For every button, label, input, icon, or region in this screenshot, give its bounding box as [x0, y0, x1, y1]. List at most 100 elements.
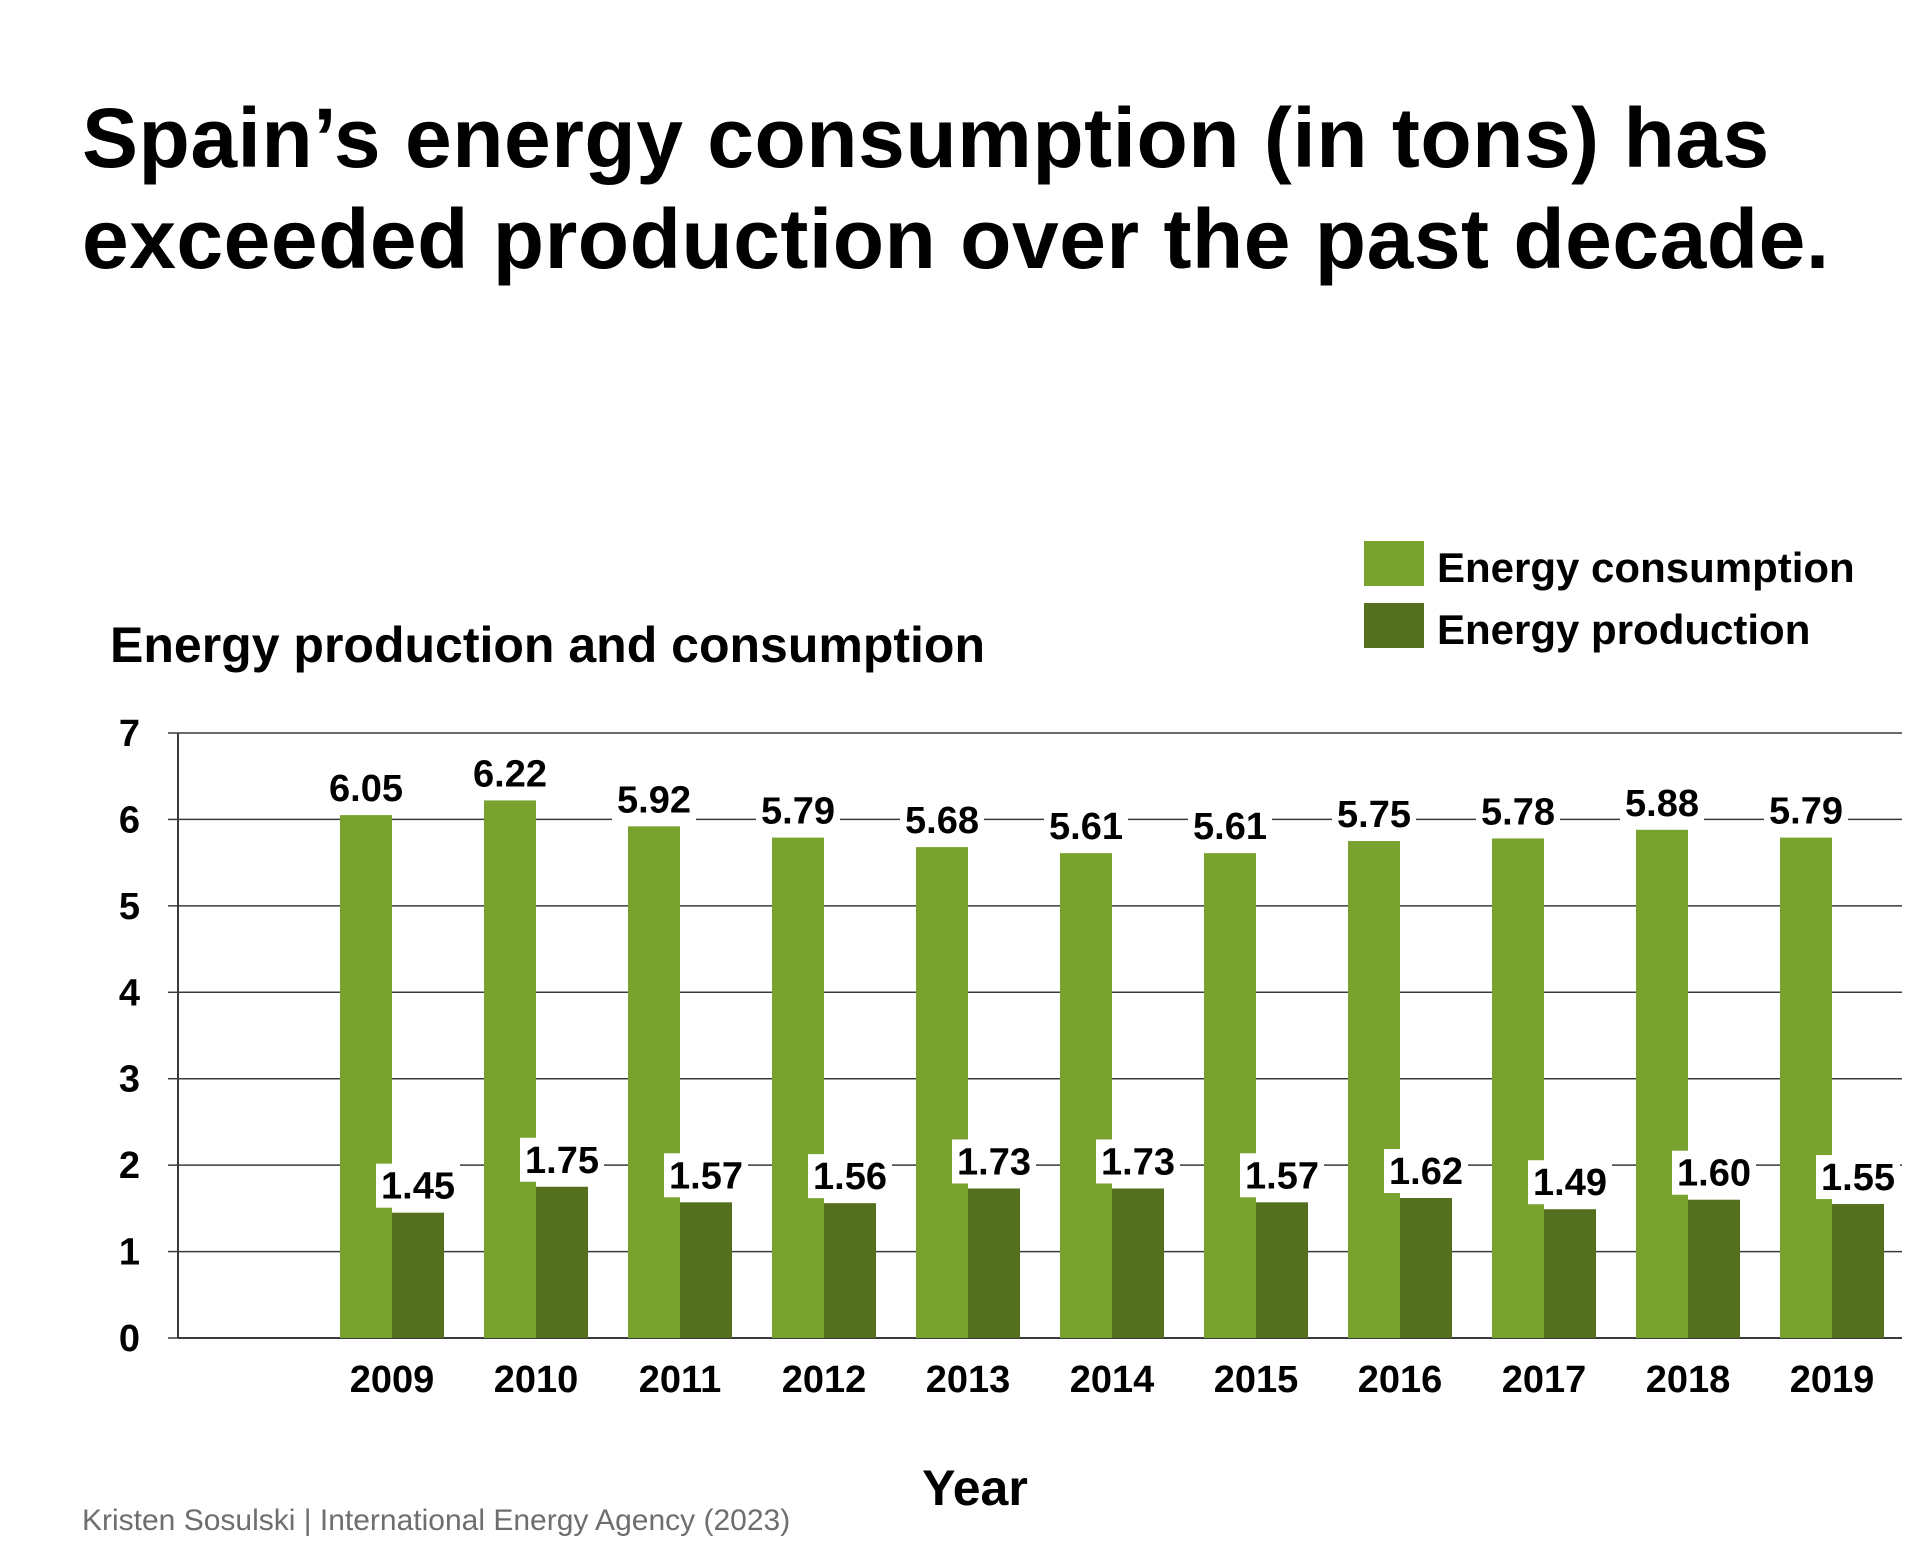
headline-line-1: Spain’s energy consumption (in tons) has — [82, 91, 1770, 185]
data-label-consumption-2013: 5.68 — [905, 800, 979, 842]
data-label-consumption-2018: 5.88 — [1625, 783, 1699, 825]
bar-consumption-2010 — [484, 800, 536, 1338]
data-label-production-2017: 1.49 — [1533, 1162, 1607, 1204]
data-label-consumption-2012: 5.79 — [761, 791, 835, 833]
data-label-bg — [520, 1137, 604, 1182]
bar-consumption-2015 — [1204, 853, 1256, 1338]
x-tick-label-2016: 2016 — [1358, 1359, 1443, 1401]
bar-consumption-2017 — [1492, 838, 1544, 1338]
bar-production-2018 — [1688, 1199, 1740, 1338]
bar-consumption-2019 — [1780, 837, 1832, 1338]
data-label-production-2014: 1.73 — [1101, 1141, 1175, 1183]
y-tick-label: 3 — [119, 1059, 140, 1101]
data-label-bg — [1188, 804, 1272, 849]
bar-production-2012 — [824, 1203, 876, 1338]
legend-swatch-production — [1364, 603, 1424, 648]
y-tick-label: 0 — [119, 1318, 140, 1360]
data-label-consumption-2017: 5.78 — [1481, 791, 1555, 833]
data-label-consumption-2010: 6.22 — [473, 753, 547, 795]
x-tick-label-2019: 2019 — [1790, 1359, 1875, 1401]
bar-production-2019 — [1832, 1204, 1884, 1338]
data-label-bg — [1096, 1139, 1180, 1184]
bar-consumption-2016 — [1348, 841, 1400, 1338]
data-label-production-2009: 1.45 — [381, 1166, 455, 1208]
data-label-bg — [1620, 780, 1704, 825]
data-label-production-2010: 1.75 — [525, 1140, 599, 1182]
x-tick-label-2012: 2012 — [782, 1359, 867, 1401]
x-tick-label-2011: 2011 — [639, 1359, 721, 1401]
y-tick-label: 2 — [119, 1145, 140, 1187]
data-label-production-2011: 1.57 — [669, 1155, 743, 1197]
x-tick-label-2010: 2010 — [494, 1359, 579, 1401]
data-label-bg — [756, 788, 840, 833]
y-tick-label: 1 — [119, 1232, 140, 1274]
bars — [340, 800, 1884, 1338]
data-label-consumption-2015: 5.61 — [1193, 806, 1267, 848]
legend: Energy consumption Energy production — [1364, 541, 1855, 653]
x-tick-label-2013: 2013 — [926, 1359, 1011, 1401]
bar-production-2017 — [1544, 1209, 1596, 1338]
y-tick-label: 5 — [119, 886, 140, 928]
bar-production-2014 — [1112, 1188, 1164, 1338]
data-label-production-2013: 1.73 — [957, 1141, 1031, 1183]
x-axis-title: Year — [922, 1460, 1028, 1516]
bar-consumption-2011 — [628, 826, 680, 1338]
y-tick-label: 4 — [119, 972, 140, 1014]
data-labels: 6.05 1.45 6.22 1.75 5.92 1.57 5.79 1.56 5.68 1.73… — [324, 751, 1900, 1208]
data-label-production-2015: 1.57 — [1245, 1155, 1319, 1197]
bar-consumption-2018 — [1636, 829, 1688, 1338]
data-label-bg — [1528, 1160, 1612, 1205]
x-tick-label-2014: 2014 — [1070, 1359, 1155, 1401]
legend-label-consumption: Energy consumption — [1437, 544, 1855, 591]
data-label-bg — [1384, 1148, 1468, 1193]
data-label-production-2019: 1.55 — [1821, 1157, 1895, 1199]
bar-consumption-2013 — [916, 847, 968, 1338]
x-tick-label-2009: 2009 — [350, 1359, 435, 1401]
bar-production-2009 — [392, 1212, 444, 1338]
x-tick-label-2018: 2018 — [1646, 1359, 1731, 1401]
data-label-bg — [1240, 1153, 1324, 1198]
bar-production-2010 — [536, 1186, 588, 1338]
data-label-bg — [376, 1163, 460, 1208]
data-label-consumption-2009: 6.05 — [329, 768, 403, 810]
bar-production-2016 — [1400, 1197, 1452, 1338]
data-label-bg — [1044, 804, 1128, 849]
data-label-production-2018: 1.60 — [1677, 1153, 1751, 1195]
headline: Spain’s energy consumption (in tons) has… — [82, 88, 1882, 290]
y-tick-label: 6 — [119, 799, 140, 841]
gridlines — [178, 732, 1902, 1253]
data-label-bg — [664, 1153, 748, 1198]
data-label-bg — [952, 1139, 1036, 1184]
data-label-bg — [1672, 1150, 1756, 1195]
data-label-bg — [324, 766, 408, 811]
data-label-bg — [808, 1154, 892, 1199]
data-label-bg — [612, 777, 696, 822]
data-label-bg — [468, 751, 552, 796]
data-label-consumption-2019: 5.79 — [1769, 791, 1843, 833]
data-label-consumption-2011: 5.92 — [617, 779, 691, 821]
data-label-consumption-2016: 5.75 — [1337, 794, 1411, 836]
data-label-consumption-2014: 5.61 — [1049, 806, 1123, 848]
data-label-bg — [900, 798, 984, 843]
x-tick-label-2017: 2017 — [1502, 1359, 1587, 1401]
data-label-production-2012: 1.56 — [813, 1156, 887, 1198]
bar-consumption-2012 — [772, 837, 824, 1338]
headline-line-2: exceeded production over the past decade… — [82, 192, 1830, 286]
data-label-bg — [1816, 1155, 1900, 1200]
source-note: Kristen Sosulski | International Energy … — [82, 1504, 791, 1537]
data-label-production-2016: 1.62 — [1389, 1151, 1463, 1193]
data-label-bg — [1476, 789, 1560, 834]
data-label-bg — [1332, 792, 1416, 837]
axes: 0 1 2 3 4 5 6 7 2009 2010 2011 2012 2013 2014 2015 2016… — [119, 713, 1902, 1401]
bar-consumption-2009 — [340, 815, 392, 1338]
bar-production-2015 — [1256, 1202, 1308, 1338]
bar-consumption-2014 — [1060, 853, 1112, 1338]
bar-production-2011 — [680, 1202, 732, 1338]
bar-production-2013 — [968, 1188, 1020, 1338]
y-tick-label: 7 — [119, 713, 140, 755]
data-label-bg — [1764, 788, 1848, 833]
legend-swatch-consumption — [1364, 541, 1424, 586]
chart-title: Energy production and consumption — [110, 617, 985, 673]
legend-label-production: Energy production — [1437, 606, 1810, 653]
